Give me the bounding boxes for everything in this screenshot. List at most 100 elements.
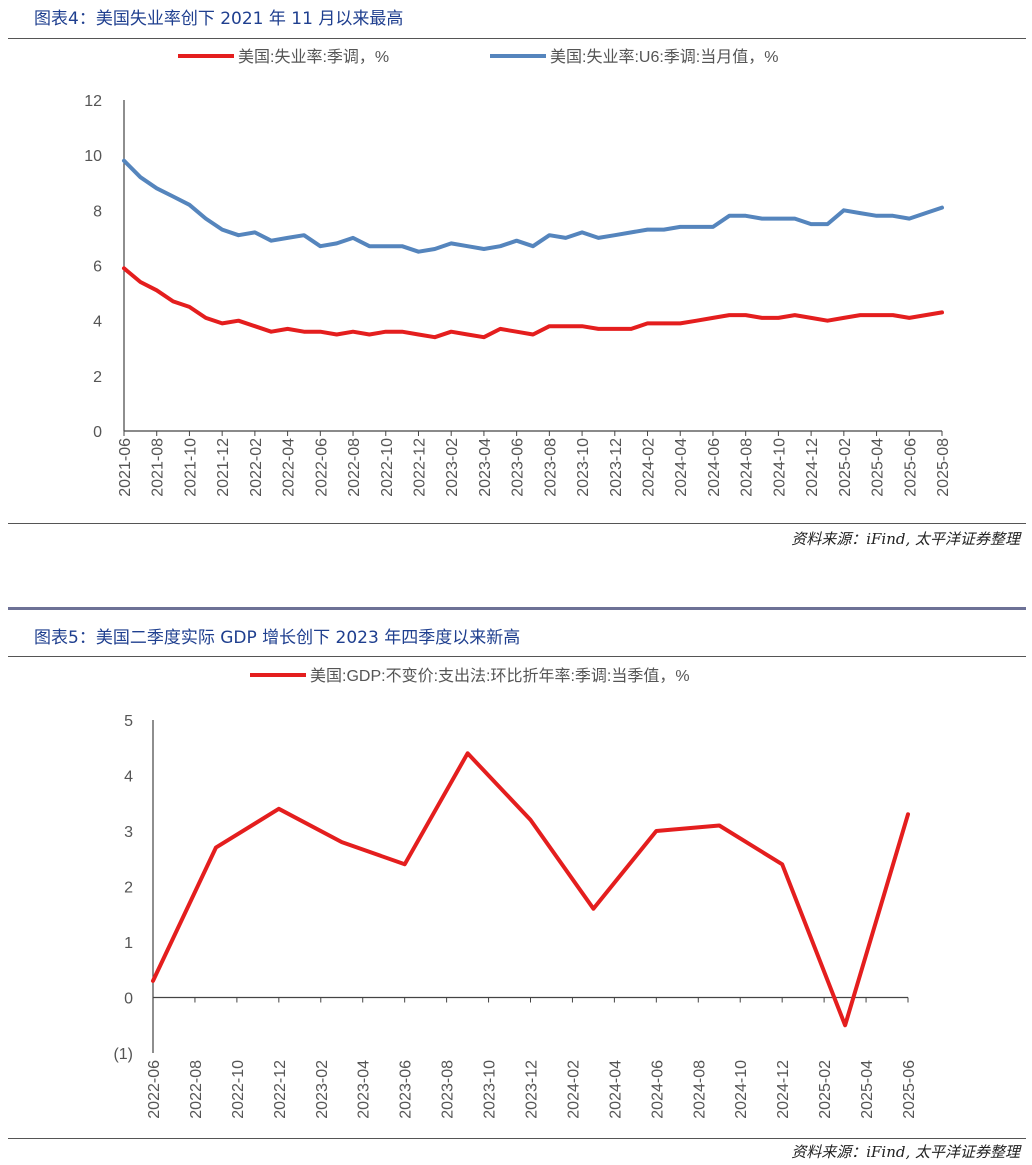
data-point xyxy=(531,333,535,336)
data-point xyxy=(592,907,595,910)
data-point xyxy=(777,217,780,220)
data-point xyxy=(906,813,910,816)
data-point xyxy=(171,300,175,303)
y-tick-label: 0 xyxy=(93,424,102,441)
y-tick-label: 3 xyxy=(124,824,133,841)
data-point xyxy=(548,324,551,328)
data-point xyxy=(171,195,175,198)
figure4-source: 资料来源：iFind, 太平洋证券整理 xyxy=(791,530,1020,548)
data-point xyxy=(531,244,535,248)
data-point xyxy=(793,217,796,220)
data-point xyxy=(809,316,813,320)
data-point xyxy=(580,231,584,234)
x-tick-label: 2022-08 xyxy=(188,1060,205,1119)
x-tick-label: 2021-06 xyxy=(117,438,134,497)
data-point xyxy=(188,203,191,207)
data-point xyxy=(417,333,420,336)
data-point xyxy=(237,233,240,237)
y-tick-label: 5 xyxy=(124,713,133,730)
data-point xyxy=(718,824,721,827)
x-tick-label: 2022-04 xyxy=(281,438,298,497)
y-tick-label: 12 xyxy=(84,93,102,110)
data-point xyxy=(384,330,387,333)
data-point xyxy=(826,222,829,226)
data-point xyxy=(646,322,649,325)
figure4-title: 图表4：美国失业率创下 2021 年 11 月以来最高 xyxy=(34,9,404,29)
x-tick-label: 2025-02 xyxy=(817,1060,834,1119)
data-point xyxy=(151,979,155,983)
figure5-bottom-rule xyxy=(8,1138,1026,1139)
data-point xyxy=(270,239,273,242)
x-tick-label: 2025-02 xyxy=(837,438,854,497)
data-point xyxy=(548,233,551,237)
data-point xyxy=(728,313,731,317)
data-point xyxy=(351,236,355,240)
y-tick-label: 0 xyxy=(124,991,133,1008)
x-tick-label: 2021-08 xyxy=(150,438,167,497)
data-point xyxy=(613,233,616,237)
data-point xyxy=(613,327,616,331)
x-tick-label: 2022-10 xyxy=(379,438,396,497)
x-tick-label: 2023-06 xyxy=(510,438,527,497)
data-point xyxy=(302,330,306,333)
data-point xyxy=(319,244,322,248)
data-point xyxy=(629,231,633,234)
x-tick-label: 2023-10 xyxy=(482,1060,499,1119)
x-tick-label: 2021-12 xyxy=(215,438,232,497)
data-point xyxy=(139,280,142,284)
data-point xyxy=(875,214,878,218)
data-point xyxy=(564,236,567,240)
data-point xyxy=(466,244,469,248)
x-tick-label: 2025-08 xyxy=(935,438,952,497)
data-point xyxy=(155,289,158,292)
data-point xyxy=(843,1024,847,1027)
data-point xyxy=(368,333,371,336)
data-point xyxy=(351,330,355,333)
data-point xyxy=(277,807,281,810)
data-point xyxy=(368,244,371,248)
x-tick-label: 2025-06 xyxy=(901,1060,918,1119)
data-point xyxy=(122,267,126,270)
data-point xyxy=(155,187,158,190)
x-tick-label: 2022-02 xyxy=(248,438,265,497)
figure5-top-band xyxy=(8,607,1026,610)
data-point xyxy=(499,244,502,248)
data-point xyxy=(908,316,911,320)
data-point xyxy=(515,330,518,333)
data-point xyxy=(711,316,715,320)
data-point xyxy=(646,228,649,231)
data-point xyxy=(433,336,437,339)
y-tick-label: 2 xyxy=(93,369,102,386)
data-point xyxy=(253,324,257,328)
x-tick-label: 2024-10 xyxy=(771,438,788,497)
x-tick-label: 2022-06 xyxy=(313,438,330,497)
x-tick-label: 2023-04 xyxy=(477,438,494,497)
data-point xyxy=(891,214,895,218)
data-point xyxy=(826,319,829,322)
data-point xyxy=(760,217,764,220)
x-tick-label: 2023-12 xyxy=(608,438,625,497)
data-point xyxy=(139,176,142,179)
data-point xyxy=(940,311,944,314)
data-point xyxy=(875,313,878,317)
data-point xyxy=(859,313,862,317)
data-point xyxy=(122,159,126,162)
data-point xyxy=(580,324,584,328)
y-tick-label: 8 xyxy=(93,203,102,220)
x-tick-label: 2023-02 xyxy=(314,1060,331,1119)
data-point xyxy=(597,236,600,240)
x-tick-label: 2022-12 xyxy=(272,1060,289,1119)
data-point xyxy=(908,217,911,220)
data-point xyxy=(940,206,944,209)
y-tick-label: 2 xyxy=(124,880,133,897)
x-tick-label: 2024-12 xyxy=(775,1060,792,1119)
data-point xyxy=(403,863,406,866)
x-tick-label: 2025-06 xyxy=(902,438,919,497)
legend-label-0: 美国:失业率:季调，% xyxy=(238,48,389,66)
y-tick-label: 6 xyxy=(93,259,102,276)
data-point xyxy=(270,330,273,333)
data-point xyxy=(564,324,567,328)
data-point xyxy=(335,333,338,336)
data-point xyxy=(220,322,224,325)
data-point xyxy=(679,322,682,325)
